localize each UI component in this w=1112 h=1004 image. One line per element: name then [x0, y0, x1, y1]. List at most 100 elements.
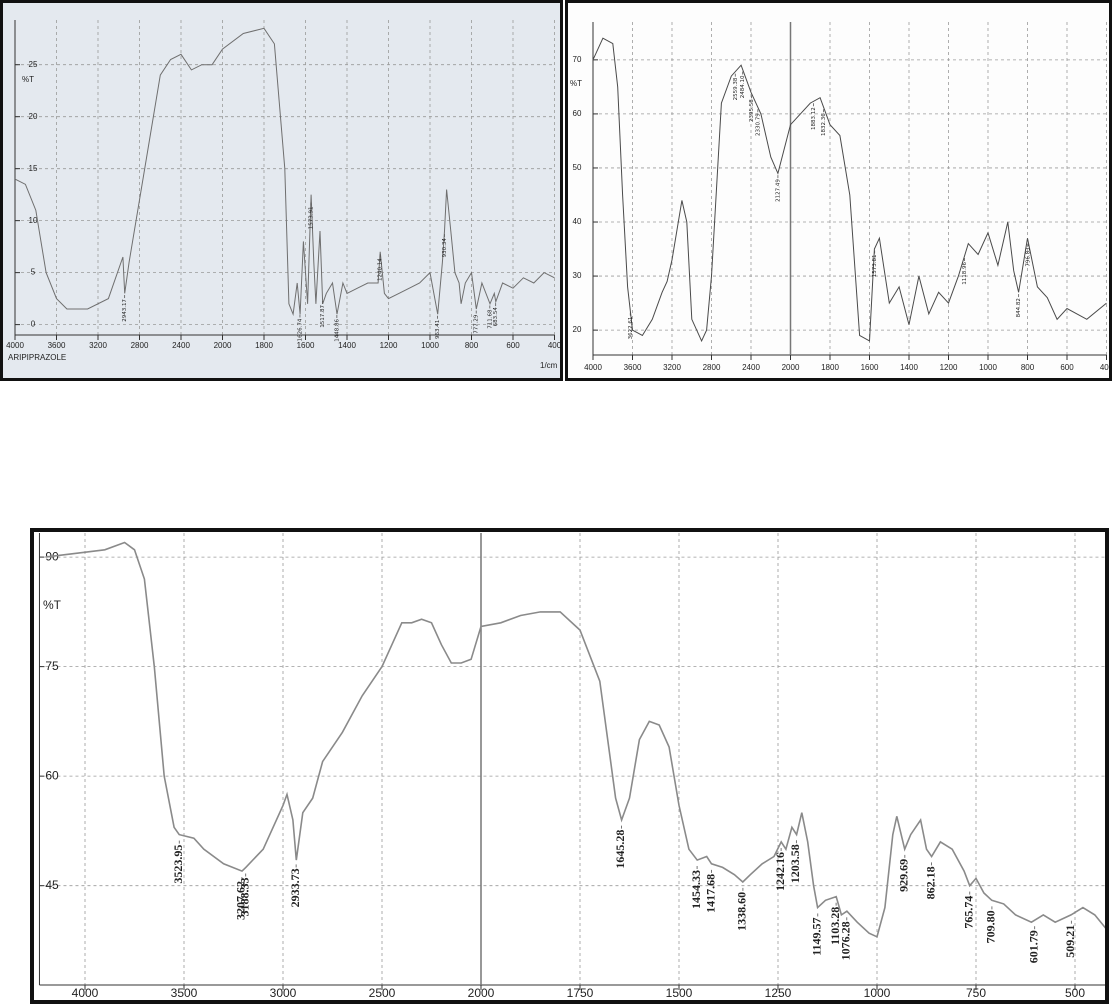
peak-label: 862.18 [923, 866, 937, 899]
peak-label: 1076.28 [839, 921, 853, 960]
peak-label: 2559.38 [733, 77, 739, 100]
y-tick-label: 70 [573, 55, 582, 64]
panel-frame [565, 0, 1112, 381]
x-tick-label: 4000 [72, 986, 99, 1000]
y-axis-title: %T [22, 75, 34, 84]
peak-label: 509.21 [1063, 925, 1077, 958]
x-tick-label: 400 [1100, 363, 1112, 372]
y-tick-label: 60 [45, 768, 59, 782]
x-tick-label: 1000 [979, 363, 997, 372]
peak-label: 2330.79 [755, 113, 761, 136]
peak-label: 1626.74 [297, 318, 303, 341]
spectrum-line [14, 27, 555, 317]
peak-label: 1417.68 [703, 874, 717, 913]
x-tick-label: 4000 [6, 341, 24, 350]
peak-label: 1517.87 [320, 304, 326, 327]
x-tick-label: 750 [966, 986, 986, 1000]
peak-label: 1883.12 [811, 107, 817, 130]
x-tick-label: 2800 [703, 363, 721, 372]
peak-label: 3622.61 [628, 317, 634, 340]
peak-label: 711.68 [487, 309, 493, 329]
x-tick-label: 1400 [338, 341, 356, 350]
spectrum-chart: 4000 3600 3200 2800 2400 2000 1800 1600 1400 1200… [570, 22, 1112, 372]
y-axis-title: %T [43, 598, 62, 612]
peak-label: 796.83 [1026, 247, 1032, 267]
spectrum-line [592, 37, 1107, 343]
y-tick-label: 40 [573, 217, 582, 226]
peak-label: 1645.28 [613, 830, 627, 869]
peak-label: 2933.73 [288, 868, 302, 907]
peak-label: 2484.10 [740, 75, 746, 98]
caption: ARIPIPRAZOLE [8, 353, 66, 362]
peak-label: 1832.36 [821, 113, 827, 136]
peak-label: 601.79 [1026, 930, 1040, 963]
peak-label: 1454.33 [689, 870, 703, 909]
x-tick-label: 3000 [270, 986, 297, 1000]
y-tick-label: 75 [45, 659, 59, 673]
x-tick-label: 1200 [380, 341, 398, 350]
x-tick-label: 500 [1065, 986, 1085, 1000]
spectrum-line [45, 541, 1105, 938]
peak-label: 1149.57 [810, 917, 824, 955]
x-tick-label: 3500 [171, 986, 198, 1000]
y-tick-label: 10 [29, 216, 38, 225]
x-tick-label: 1600 [297, 341, 315, 350]
peak-label: 1240.14 [378, 258, 384, 281]
x-tick-label: 600 [1060, 363, 1074, 372]
y-tick-label: 30 [573, 271, 582, 280]
x-tick-label: 2400 [742, 363, 760, 372]
peak-label: 3207.62 [234, 881, 248, 920]
peak-label: 2943.17 [122, 299, 128, 322]
peak-label: 2127.49 [775, 179, 781, 202]
x-tick-label: 600 [506, 341, 520, 350]
x-tick-label: 3200 [89, 341, 107, 350]
y-tick-label: 20 [29, 112, 38, 121]
peak-label: 929.69 [897, 859, 911, 892]
y-tick-label: 5 [31, 268, 36, 277]
y-tick-label: 15 [29, 164, 38, 173]
x-tick-label: 3600 [48, 341, 66, 350]
spectrum-chart: 4000 3600 3200 2800 2400 2000 1800 1600 1400 1200… [6, 20, 562, 370]
peak-label: 1573.91 [308, 206, 314, 229]
y-axis-title: %T [570, 79, 582, 88]
peak-label: 1448.86 [334, 318, 340, 341]
x-tick-label: 2000 [214, 341, 232, 350]
x-unit-label: 1/cm [540, 361, 558, 370]
x-tick-label: 1800 [821, 363, 839, 372]
y-tick-label: 25 [29, 60, 38, 69]
x-tick-label: 1500 [666, 986, 693, 1000]
y-tick-label: 0 [31, 320, 36, 329]
peak-label: 1242.16 [773, 852, 787, 891]
x-tick-label: 1600 [861, 363, 879, 372]
x-tick-label: 1000 [864, 986, 891, 1000]
x-tick-label: 1800 [255, 341, 273, 350]
x-tick-label: 400 [548, 341, 562, 350]
peak-label: 1203.58 [788, 844, 802, 883]
x-tick-label: 1200 [940, 363, 958, 372]
x-tick-label: 1250 [765, 986, 792, 1000]
peak-label: 930.34 [442, 238, 448, 258]
x-tick-label: 3200 [663, 363, 681, 372]
peak-label: 1573.81 [872, 255, 878, 278]
x-tick-label: 2800 [131, 341, 149, 350]
panel-frame [30, 528, 1109, 1004]
peak-label: 1103.28 [828, 907, 842, 945]
peak-label: 765.74 [962, 896, 976, 929]
x-tick-label: 1400 [900, 363, 918, 372]
peak-label: 1118.96 [962, 261, 968, 284]
y-tick-label: 45 [45, 878, 59, 892]
x-tick-label: 2400 [172, 341, 190, 350]
spectrum-chart: 4000 3500 3000 2500 2000 1750 1500 1250 1000 750 5… [38, 533, 1105, 1000]
x-tick-label: 2000 [468, 986, 495, 1000]
y-tick-label: 20 [573, 325, 582, 334]
x-tick-label: 2000 [782, 363, 800, 372]
y-tick-label: 50 [573, 163, 582, 172]
x-tick-label: 1750 [567, 986, 594, 1000]
peak-label: 683.54 [493, 307, 499, 327]
peak-label: 3523.95 [171, 845, 185, 884]
x-tick-label: 2500 [369, 986, 396, 1000]
peak-label: 777.29 [474, 314, 480, 334]
x-tick-label: 1000 [421, 341, 439, 350]
y-tick-label: 60 [573, 109, 582, 118]
